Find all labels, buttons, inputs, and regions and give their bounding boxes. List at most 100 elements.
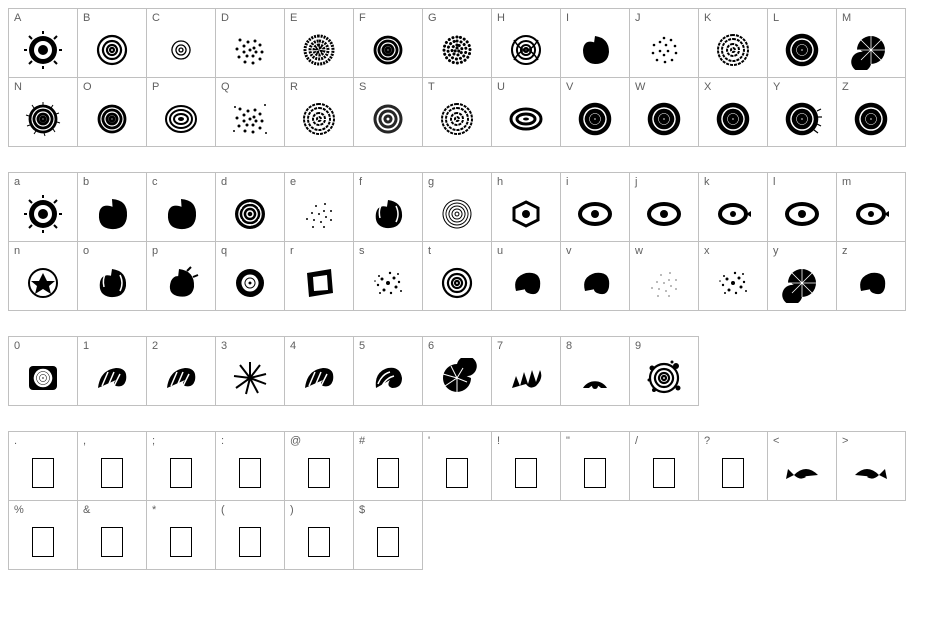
glyph-area	[285, 98, 353, 140]
swirl_filled-icon	[92, 194, 132, 234]
glyph-label: m	[842, 176, 851, 188]
glyph-label: R	[290, 81, 298, 93]
glyph-cell: g	[422, 172, 492, 242]
placeholder-glyph-icon	[239, 527, 261, 557]
glyph-cell: J	[629, 8, 699, 78]
glyph-cell: r	[284, 241, 354, 311]
placeholder-glyph-icon	[377, 458, 399, 488]
glyph-area	[285, 452, 353, 494]
glyph-label: M	[842, 12, 851, 24]
dot_splash-icon	[713, 263, 753, 303]
glyph-area	[354, 262, 422, 304]
chart-row: nopqrstuvwxyz	[8, 241, 930, 310]
rose_swirl-icon	[92, 263, 132, 303]
glyph-area	[699, 29, 767, 71]
glyph-area	[354, 193, 422, 235]
fan_curl-icon	[161, 358, 201, 398]
glyph-label: l	[773, 176, 775, 188]
glyph-area	[768, 98, 836, 140]
glyph-area	[630, 452, 698, 494]
glyph-label: ?	[704, 435, 710, 447]
glyph-cell: A	[8, 8, 78, 78]
glyph-area	[837, 193, 905, 235]
splat_swirl-icon	[644, 358, 684, 398]
spiral_shell-icon	[851, 30, 891, 70]
glyph-cell: v	[560, 241, 630, 311]
glyph-label: ;	[152, 435, 155, 447]
glyph-area	[423, 193, 491, 235]
spiral_thin-icon	[161, 30, 201, 70]
glyph-cell: L	[767, 8, 837, 78]
glyph-cell: 9	[629, 336, 699, 406]
spiral_pixely-icon	[299, 99, 339, 139]
glyph-cell: B	[77, 8, 147, 78]
glyph-label: a	[14, 176, 20, 188]
glyph-area	[354, 521, 422, 563]
fat_curl-icon	[506, 263, 546, 303]
spiral_bold-icon	[713, 99, 753, 139]
spiral_tangled-icon	[506, 30, 546, 70]
glyph-cell: p	[146, 241, 216, 311]
spiral_dots_ghost-icon	[644, 263, 684, 303]
glyph-cell: h	[491, 172, 561, 242]
glyph-cell: 5	[353, 336, 423, 406]
glyph-cell: )	[284, 500, 354, 570]
glyph-label: )	[290, 504, 294, 516]
square_swirl-icon	[299, 263, 339, 303]
glyph-label: x	[704, 245, 710, 257]
glyph-area	[561, 357, 629, 399]
chart-group-0: ABCDEFGHIJKLMNOPQRSTUVWXYZ	[8, 8, 930, 146]
glyph-area	[699, 98, 767, 140]
glyph-cell: z	[836, 241, 906, 311]
glyph-area	[699, 193, 767, 235]
spiral_dots-icon	[230, 30, 270, 70]
glyph-area	[699, 262, 767, 304]
glyph-label: "	[566, 435, 570, 447]
glyph-label: (	[221, 504, 225, 516]
glyph-cell: #	[353, 431, 423, 501]
glyph-cell: Y	[767, 77, 837, 147]
chart-row: NOPQRSTUVWXYZ	[8, 77, 930, 146]
glyph-label: j	[635, 176, 637, 188]
glyph-area	[78, 452, 146, 494]
glyph-cell: (	[215, 500, 285, 570]
glyph-cell: f	[353, 172, 423, 242]
eye_arrow-icon	[851, 194, 891, 234]
glyph-label: B	[83, 12, 90, 24]
glyph-area	[354, 29, 422, 71]
glyph-area	[768, 452, 836, 494]
glyph-area	[147, 98, 215, 140]
glyph-label: z	[842, 245, 848, 257]
glyph-cell: S	[353, 77, 423, 147]
glyph-cell: P	[146, 77, 216, 147]
leaf_curl-icon	[368, 358, 408, 398]
glyph-cell: 4	[284, 336, 354, 406]
dot_splash-icon	[368, 263, 408, 303]
glyph-label: C	[152, 12, 160, 24]
glyph-label: O	[83, 81, 92, 93]
chart-row: 0123456789	[8, 336, 930, 405]
glyph-area	[630, 98, 698, 140]
zigzag_curl-icon	[506, 358, 546, 398]
glyph-label: G	[428, 12, 437, 24]
glyph-cell: G	[422, 8, 492, 78]
spiral_pixely-icon	[713, 30, 753, 70]
spiral_simple-icon	[437, 263, 477, 303]
glyph-cell: Q	[215, 77, 285, 147]
glyph-area	[837, 29, 905, 71]
glyph-label: d	[221, 176, 227, 188]
glyph-area	[216, 262, 284, 304]
glyph-area	[768, 29, 836, 71]
chart-row: %&*()$	[8, 500, 930, 569]
glyph-area	[837, 262, 905, 304]
glyph-label: Z	[842, 81, 849, 93]
glyph-cell: m	[836, 172, 906, 242]
placeholder-glyph-icon	[653, 458, 675, 488]
glyph-area	[216, 98, 284, 140]
glyph-label: w	[635, 245, 643, 257]
spiral_blob-icon	[575, 30, 615, 70]
spiral_medium-icon	[368, 30, 408, 70]
spiral_bold-icon	[782, 30, 822, 70]
placeholder-glyph-icon	[32, 458, 54, 488]
glyph-label: 0	[14, 340, 20, 352]
